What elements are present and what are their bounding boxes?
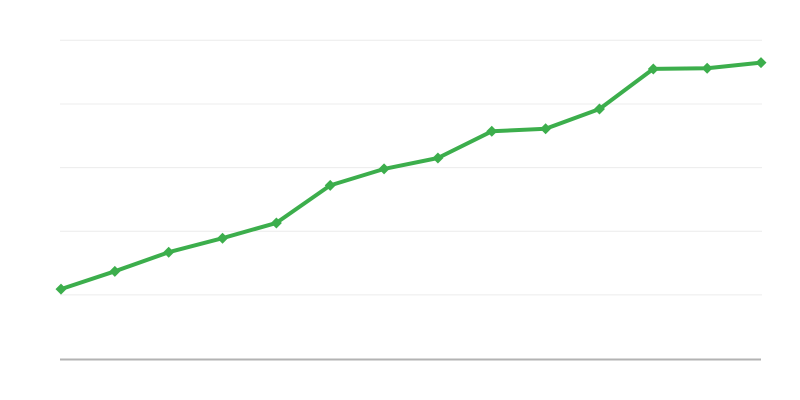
chart-point-marker[interactable] bbox=[593, 103, 605, 115]
chart-point-marker[interactable] bbox=[55, 283, 67, 295]
chart-point-marker[interactable] bbox=[378, 163, 390, 175]
chart-point-marker[interactable] bbox=[540, 123, 552, 135]
chart-series-line bbox=[59, 60, 763, 292]
chart-point-marker[interactable] bbox=[217, 232, 229, 244]
chart-point-marker[interactable] bbox=[324, 179, 336, 191]
chart-point-marker[interactable] bbox=[647, 63, 659, 75]
chart-point-marker[interactable] bbox=[109, 265, 121, 277]
chart-point-marker[interactable] bbox=[270, 217, 282, 229]
chart-point-marker[interactable] bbox=[163, 246, 175, 258]
chart-point-marker[interactable] bbox=[432, 152, 444, 164]
chart-point-marker[interactable] bbox=[755, 57, 767, 69]
chart-point-marker[interactable] bbox=[486, 125, 498, 137]
chart-point-marker[interactable] bbox=[701, 62, 713, 74]
